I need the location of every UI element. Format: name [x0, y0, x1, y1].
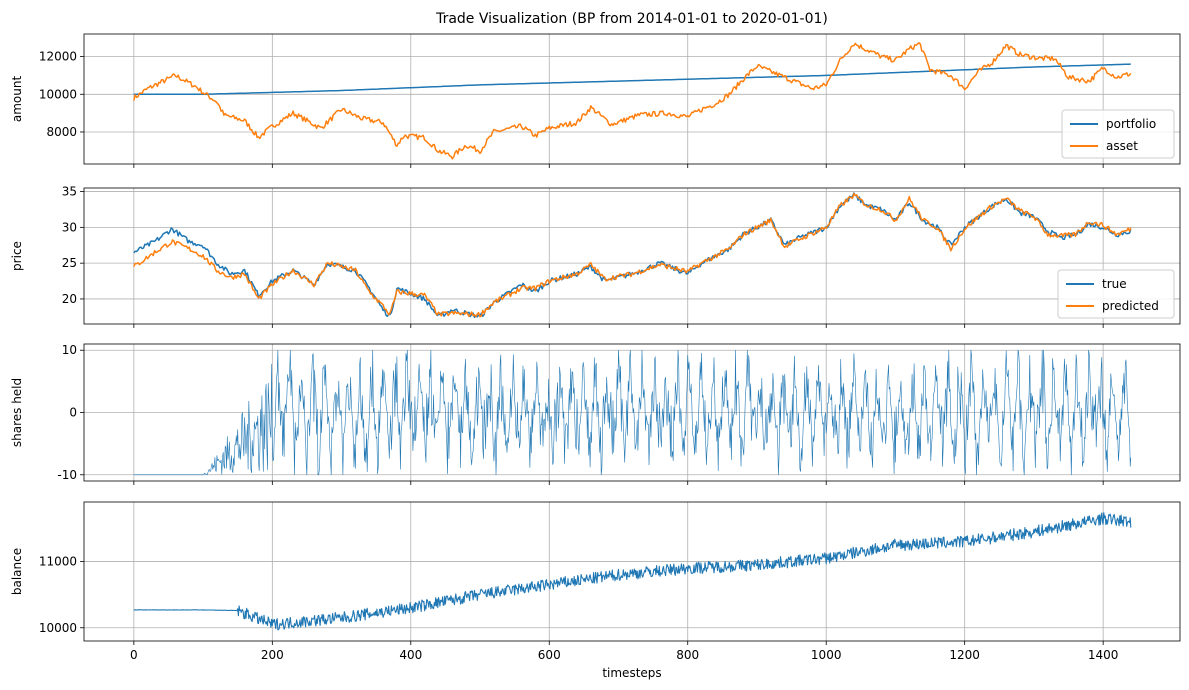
plot-area: [133, 192, 1132, 319]
x-tick-label: 400: [399, 648, 422, 662]
y-tick-label: 12000: [39, 50, 77, 64]
series-line-asset: [133, 42, 1132, 160]
axes-frame: [83, 33, 1181, 165]
x-axis-label: timesteps: [602, 666, 661, 680]
x-tick-label: 1200: [949, 648, 980, 662]
y-axis-label: shares held: [10, 378, 24, 447]
plot-area: [133, 512, 1132, 631]
chart-title: Trade Visualization (BP from 2014-01-01 …: [435, 11, 828, 27]
y-tick-label: 25: [62, 256, 77, 270]
y-axis-label: price: [10, 241, 24, 271]
series-line-predicted: [133, 192, 1132, 318]
plot-area: [133, 42, 1132, 160]
y-tick-label: 0: [69, 406, 77, 420]
x-tick-label: 200: [261, 648, 284, 662]
y-axis-label: amount: [10, 76, 24, 123]
y-tick-label: 30: [62, 220, 77, 234]
y-tick-label: 35: [62, 185, 77, 199]
series-line-portfolio: [133, 63, 1131, 96]
price-panel: 20 25 30 35 price true predicted: [10, 185, 1181, 328]
legend-label-true: true: [1102, 277, 1127, 291]
axes-frame: [83, 187, 1181, 325]
series-line-main: [133, 512, 1132, 631]
axes-frame: [83, 501, 1181, 642]
subplots: 80001000012000amountportfolioasset202530…: [10, 33, 1181, 662]
shares-held-panel: -10 0 10 shares held: [10, 343, 1181, 485]
y-tick-label: 11000: [39, 555, 77, 569]
y-tick-label: 8000: [46, 125, 77, 139]
y-tick-label: 10: [62, 343, 77, 357]
y-axis-label: balance: [10, 548, 24, 595]
x-tick-label: 800: [676, 648, 699, 662]
legend-label-portfolio: portfolio: [1106, 117, 1156, 131]
x-tick-label: 1400: [1088, 648, 1119, 662]
legend-label-asset: asset: [1106, 139, 1138, 153]
plot-area: [133, 349, 1132, 476]
x-tick-label: 0: [130, 648, 138, 662]
x-tick-label: 600: [538, 648, 561, 662]
amount-panel: 8000 10000 12000 amount portfolio asset: [10, 33, 1181, 168]
y-tick-label: 20: [62, 292, 77, 306]
x-tick-label: 1000: [811, 648, 842, 662]
y-tick-label: 10000: [39, 621, 77, 635]
y-tick-label: 10000: [39, 87, 77, 101]
balance-panel: 0 200 400 600 800 1000 1200 1400 10000 11000 balan…: [10, 501, 1181, 662]
y-tick-label: -10: [57, 468, 77, 482]
legend-label-predicted: predicted: [1102, 299, 1159, 313]
series-line-main: [133, 349, 1132, 476]
